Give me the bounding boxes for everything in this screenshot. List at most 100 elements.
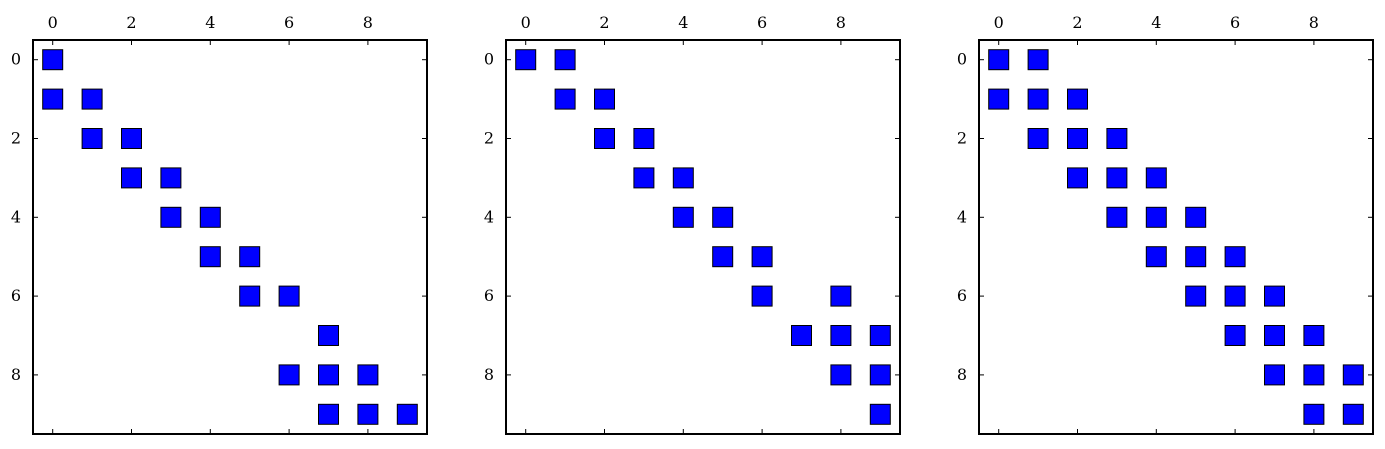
- nonzero-marker: [751, 246, 773, 268]
- nonzero-marker: [594, 88, 615, 110]
- nonzero-marker: [1342, 403, 1364, 425]
- nonzero-marker: [1185, 206, 1207, 228]
- spy-plot-2: 0 2 4 6 8 0 2 4 6 8: [484, 13, 901, 435]
- nonzero-marker: [988, 88, 1010, 110]
- nonzero-marker: [160, 206, 182, 228]
- x-tick-label: 2: [599, 13, 609, 32]
- x-tick-label: 2: [126, 13, 136, 32]
- nonzero-marker: [1067, 128, 1088, 149]
- nonzero-marker: [1106, 206, 1128, 228]
- nonzero-marker: [1027, 88, 1049, 110]
- spy-plot-3: 0 2 4 6 8 0 2 4 6 8: [957, 13, 1374, 435]
- nonzero-marker: [712, 246, 734, 268]
- nonzero-marker: [1264, 285, 1285, 307]
- nonzero-marker: [42, 49, 64, 71]
- x-tick-label: 0: [994, 13, 1004, 32]
- x-tick-label: 4: [678, 13, 688, 32]
- nonzero-marker: [278, 364, 300, 386]
- nonzero-marker: [121, 128, 142, 149]
- nonzero-marker: [42, 88, 64, 110]
- nonzero-marker: [160, 167, 182, 189]
- x-tick-label: 4: [205, 13, 215, 32]
- y-tick-label: 0: [484, 50, 494, 69]
- nonzero-marker: [1145, 246, 1167, 268]
- x-tick-label: 4: [1151, 13, 1161, 32]
- nonzero-marker: [554, 49, 576, 71]
- y-tick-label: 2: [957, 129, 967, 148]
- nonzero-marker: [318, 364, 339, 386]
- nonzero-marker: [1224, 285, 1246, 307]
- nonzero-marker: [554, 88, 576, 110]
- nonzero-marker: [357, 364, 379, 386]
- nonzero-marker: [199, 206, 221, 228]
- y-tick-label: 4: [484, 207, 494, 226]
- nonzero-marker: [1303, 403, 1325, 425]
- nonzero-marker: [1067, 88, 1088, 110]
- nonzero-marker: [1106, 167, 1128, 189]
- y-tick-label: 6: [957, 286, 967, 305]
- y-tick-label: 6: [484, 286, 494, 305]
- y-tick-label: 0: [11, 50, 21, 69]
- x-tick-label: 6: [1230, 13, 1240, 32]
- nonzero-marker: [1145, 206, 1167, 228]
- nonzero-marker: [633, 167, 655, 189]
- nonzero-marker: [1342, 364, 1364, 386]
- plot-frame: [505, 39, 901, 435]
- nonzero-marker: [830, 325, 852, 346]
- x-tick-label: 6: [757, 13, 767, 32]
- nonzero-marker: [1185, 246, 1207, 268]
- x-tick-label: 0: [48, 13, 58, 32]
- plot-frame: [32, 39, 428, 435]
- spy-plot-1: 0 2 4 6 8 0 2 4 6 8: [11, 13, 428, 435]
- nonzero-marker: [81, 128, 103, 149]
- nonzero-marker: [869, 403, 891, 425]
- nonzero-marker: [751, 285, 773, 307]
- nonzero-marker: [1303, 325, 1325, 346]
- y-tick-label: 2: [484, 129, 494, 148]
- nonzero-marker: [239, 285, 261, 307]
- y-tick-label: 8: [957, 365, 967, 384]
- nonzero-marker: [318, 325, 339, 346]
- nonzero-marker: [672, 167, 694, 189]
- nonzero-marker: [1027, 49, 1049, 71]
- nonzero-marker: [396, 403, 418, 425]
- plot-frame: [978, 39, 1374, 435]
- nonzero-marker: [869, 364, 891, 386]
- x-tick-label: 8: [363, 13, 373, 32]
- nonzero-marker: [1303, 364, 1325, 386]
- y-tick-label: 6: [11, 286, 21, 305]
- x-tick-label: 8: [1309, 13, 1319, 32]
- y-tick-label: 4: [957, 207, 967, 226]
- nonzero-marker: [318, 403, 339, 425]
- x-tick-label: 0: [521, 13, 531, 32]
- nonzero-marker: [199, 246, 221, 268]
- y-tick-label: 0: [957, 50, 967, 69]
- nonzero-marker: [1185, 285, 1207, 307]
- nonzero-marker: [1224, 325, 1246, 346]
- nonzero-marker: [515, 49, 537, 71]
- nonzero-marker: [791, 325, 812, 346]
- nonzero-marker: [1264, 364, 1285, 386]
- nonzero-marker: [633, 128, 655, 149]
- nonzero-marker: [672, 206, 694, 228]
- nonzero-marker: [1027, 128, 1049, 149]
- y-tick-label: 2: [11, 129, 21, 148]
- nonzero-marker: [357, 403, 379, 425]
- nonzero-marker: [121, 167, 142, 189]
- nonzero-marker: [1145, 167, 1167, 189]
- nonzero-marker: [1224, 246, 1246, 268]
- nonzero-marker: [869, 325, 891, 346]
- nonzero-marker: [830, 285, 852, 307]
- nonzero-marker: [1264, 325, 1285, 346]
- y-tick-label: 8: [484, 365, 494, 384]
- x-tick-label: 6: [284, 13, 294, 32]
- x-tick-label: 8: [836, 13, 846, 32]
- nonzero-marker: [712, 206, 734, 228]
- y-tick-label: 8: [11, 365, 21, 384]
- nonzero-marker: [830, 364, 852, 386]
- y-tick-label: 4: [11, 207, 21, 226]
- nonzero-marker: [594, 128, 615, 149]
- nonzero-marker: [988, 49, 1010, 71]
- nonzero-marker: [239, 246, 261, 268]
